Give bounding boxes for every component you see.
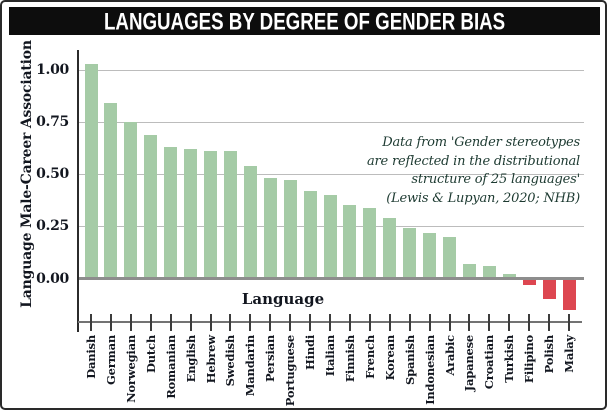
source-annotation: Data from 'Gender stereotypes are reflec… <box>367 134 580 208</box>
y-tick-label-0.75: 0.75 <box>36 114 69 131</box>
bar-dutch <box>144 134 158 279</box>
x-tick-portuguese <box>289 314 292 331</box>
x-tick-label-korean: Korean <box>382 335 397 381</box>
x-tick-label-german: German <box>103 335 118 385</box>
x-tick-label-indonesian: Indonesian <box>422 335 437 405</box>
bar-german <box>104 103 118 279</box>
x-tick-label-dutch: Dutch <box>143 335 158 374</box>
bar-norwegian <box>124 122 138 279</box>
x-tick-label-swedish: Swedish <box>223 335 238 387</box>
bar-french <box>363 207 377 279</box>
annotation-line-1: Data from 'Gender stereotypes <box>382 135 580 150</box>
x-tick-turkish <box>508 314 511 331</box>
y-tick-label-0.25: 0.25 <box>36 218 69 235</box>
x-tick-hindi <box>309 314 312 331</box>
bar-finnish <box>343 205 357 279</box>
bar-swedish <box>223 151 237 279</box>
bar-indonesian <box>423 232 437 279</box>
y-tick-label-0.50: 0.50 <box>36 166 69 183</box>
x-tick-label-persian: Persian <box>263 335 278 382</box>
x-tick-label-portuguese: Portuguese <box>283 335 298 407</box>
x-tick-label-arabic: Arabic <box>442 335 457 376</box>
y-axis-line <box>77 50 79 332</box>
x-tick-filipino <box>528 314 531 331</box>
bar-croatian <box>482 265 496 279</box>
bar-spanish <box>403 228 417 279</box>
x-tick-label-romanian: Romanian <box>163 335 178 399</box>
y-tick-label-0.00: 0.00 <box>36 270 69 287</box>
x-tick-label-spanish: Spanish <box>402 335 417 385</box>
x-tick-croatian <box>488 314 491 331</box>
bar-italian <box>323 195 337 279</box>
x-tick-label-polish: Polish <box>542 335 557 374</box>
bar-japanese <box>462 263 476 279</box>
bar-persian <box>263 178 277 279</box>
x-tick-italian <box>329 314 331 331</box>
x-tick-label-norwegian: Norwegian <box>123 335 138 403</box>
annotation-line-3: structure of 25 languages' <box>411 172 580 187</box>
zero-gridline <box>78 277 584 280</box>
x-tick-label-japanese: Japanese <box>462 335 477 392</box>
x-tick-label-turkish: Turkish <box>502 335 517 383</box>
title-banner: LANGUAGES BY DEGREE OF GENDER BIAS <box>9 7 600 35</box>
x-tick-label-mandarin: Mandarin <box>243 335 258 397</box>
annotation-line-4: (Lewis & Lupyan, 2020; NHB) <box>386 190 580 206</box>
bar-malay <box>562 278 576 310</box>
x-tick-malay <box>568 314 570 331</box>
x-tick-korean <box>388 314 391 331</box>
x-tick-label-italian: Italian <box>323 335 337 377</box>
bar-polish <box>542 278 556 300</box>
x-tick-indonesian <box>428 314 431 331</box>
x-tick-spanish <box>408 314 411 331</box>
x-tick-swedish <box>229 314 232 331</box>
x-tick-polish <box>548 314 551 331</box>
x-tick-label-filipino: Filipino <box>522 335 537 384</box>
bar-mandarin <box>243 165 257 279</box>
x-tick-norwegian <box>129 314 132 331</box>
annotation-line-2: are reflected in the distributional <box>366 153 580 169</box>
bar-portuguese <box>283 180 297 279</box>
bar-english <box>184 149 198 279</box>
bar-korean <box>383 218 397 279</box>
x-tick-label-danish: Danish <box>84 335 98 379</box>
x-tick-mandarin <box>249 314 252 331</box>
bar-turkish <box>502 274 516 279</box>
x-tick-label-croatian: Croatian <box>482 335 497 390</box>
x-tick-hebrew <box>209 314 212 331</box>
x-tick-finnish <box>348 314 351 331</box>
x-tick-japanese <box>468 314 471 331</box>
x-tick-persian <box>269 314 272 331</box>
bar-hindi <box>303 190 317 279</box>
x-tick-label-french: French <box>362 335 377 379</box>
bar-romanian <box>164 147 178 279</box>
x-axis-title: Language <box>241 290 325 308</box>
bar-arabic <box>443 236 456 279</box>
x-tick-label-hindi: Hindi <box>303 335 318 371</box>
gridline-0.50 <box>78 174 584 176</box>
x-tick-label-malay: Malay <box>562 335 576 373</box>
bar-danish <box>84 63 98 279</box>
x-tick-dutch <box>149 314 152 331</box>
gridline-0.75 <box>78 122 584 124</box>
x-tick-label-english: English <box>183 335 198 383</box>
x-tick-label-finnish: Finnish <box>342 335 357 383</box>
x-tick-romanian <box>169 314 172 331</box>
gridline-1.00 <box>78 69 584 71</box>
x-tick-label-hebrew: Hebrew <box>203 335 218 384</box>
x-tick-danish <box>90 314 92 331</box>
bar-filipino <box>522 278 536 285</box>
y-tick-label-1.00: 1.00 <box>36 61 69 78</box>
x-tick-arabic <box>448 314 451 331</box>
bar-hebrew <box>204 151 217 279</box>
x-tick-english <box>189 314 192 331</box>
x-tick-french <box>368 314 371 331</box>
chart-title: LANGUAGES BY DEGREE OF GENDER BIAS <box>103 6 506 35</box>
x-tick-german <box>109 314 112 331</box>
